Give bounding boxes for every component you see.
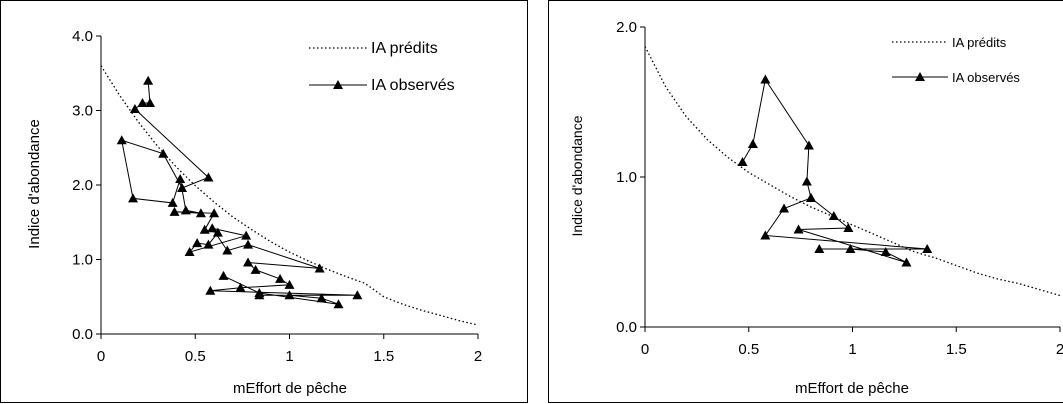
- data-point-triangle: [203, 172, 214, 182]
- legend-marker-triangle: [915, 72, 925, 81]
- data-point-triangle: [218, 270, 229, 280]
- x-tick-label: 1: [285, 348, 293, 365]
- data-point-triangle: [880, 247, 891, 256]
- x-axis-label: mEffort de pêche: [233, 380, 347, 397]
- y-tick-label: 0.0: [616, 319, 637, 336]
- data-point-triangle: [145, 98, 156, 108]
- data-point-triangle: [143, 75, 154, 85]
- legend-label-predits: IA prédits: [371, 40, 438, 57]
- legend-label-observes: IA observés: [371, 77, 455, 94]
- series-line-ia-observes: [742, 78, 928, 263]
- y-tick-label: 2.0: [616, 19, 637, 36]
- data-point-triangle: [207, 223, 218, 233]
- data-point-triangle: [760, 230, 771, 240]
- x-tick-label: 0: [641, 341, 649, 358]
- x-tick-label: 1: [848, 341, 856, 358]
- data-point-triangle: [158, 148, 169, 158]
- x-tick-label: 0.5: [738, 341, 759, 358]
- series-line-ia-predits: [100, 65, 479, 326]
- data-point-triangle: [922, 244, 933, 253]
- data-point-triangle: [180, 205, 191, 215]
- data-point-triangle: [793, 224, 804, 234]
- data-point-triangle: [137, 98, 148, 108]
- x-tick-label: 2: [474, 348, 482, 365]
- legend-marker-triangle: [333, 80, 343, 89]
- data-point-triangle: [205, 285, 216, 295]
- chart-panel-right: 0.0 1.0 2.0 0 0.5 1 1.5 2 mEffort de pêche Indi…: [548, 0, 1063, 403]
- data-point-triangle: [275, 273, 286, 283]
- y-axis-label: Indice d'abondance: [26, 119, 43, 249]
- data-point-triangle: [806, 193, 816, 202]
- data-point-triangle: [235, 282, 246, 292]
- x-tick-label: 1.5: [373, 348, 394, 365]
- data-point-triangle: [760, 74, 771, 84]
- x-tick-label: 1.5: [946, 341, 967, 358]
- y-tick-label: 0.0: [72, 326, 93, 343]
- data-point-triangle: [250, 264, 261, 274]
- data-point-triangle: [284, 279, 295, 289]
- data-point-triangle: [814, 244, 825, 253]
- legend-label-predits: IA prédits: [952, 35, 1007, 50]
- y-tick-label: 3.0: [72, 103, 93, 120]
- data-point-triangle: [333, 299, 344, 309]
- data-point-triangle: [845, 244, 856, 253]
- data-point-triangle: [284, 290, 295, 300]
- legend-label-observes: IA observés: [952, 70, 1020, 85]
- data-point-triangle: [803, 140, 814, 150]
- y-axis-label: Indice d'abondance: [569, 115, 585, 236]
- x-tick-label: 2: [1056, 341, 1063, 358]
- data-point-triangle: [212, 227, 223, 237]
- y-tick-label: 1.0: [616, 169, 637, 186]
- data-point-triangle: [241, 230, 252, 240]
- chart-panel-left: 0.0 1.0 2.0 3.0 4.0 0 0.5 1 1.5 2 mEffort de pêch…: [0, 0, 528, 403]
- data-point-triangle: [209, 208, 220, 218]
- data-point-triangle: [129, 104, 140, 114]
- data-point-triangle: [203, 239, 214, 249]
- chart-left: 0.0 1.0 2.0 3.0 4.0 0 0.5 1 1.5 2 mEffort de pêch…: [26, 28, 482, 397]
- data-point-triangle: [828, 211, 839, 220]
- data-point-triangle: [901, 257, 912, 267]
- chart-right: 0.0 1.0 2.0 0 0.5 1 1.5 2 mEffort de pêche Indi…: [569, 19, 1063, 397]
- data-point-triangle: [801, 176, 812, 186]
- data-point-triangle: [177, 182, 188, 192]
- data-point-triangle: [128, 193, 139, 203]
- data-point-triangle: [184, 247, 195, 257]
- data-point-triangle: [779, 203, 790, 213]
- data-point-triangle: [199, 224, 210, 234]
- data-point-triangle: [843, 223, 854, 232]
- data-point-triangle: [243, 239, 254, 249]
- data-point-triangle: [316, 293, 327, 303]
- data-point-triangle: [195, 208, 206, 218]
- y-tick-label: 4.0: [72, 28, 93, 45]
- x-tick-label: 0.5: [185, 348, 206, 365]
- y-tick-label: 1.0: [72, 252, 93, 269]
- data-point-triangle: [314, 263, 325, 273]
- data-point-triangle: [175, 174, 186, 184]
- y-tick-label: 2.0: [72, 177, 93, 194]
- data-point-triangle: [737, 157, 748, 166]
- x-axis-label: mEffort de pêche: [795, 380, 909, 397]
- data-point-triangle: [243, 257, 254, 267]
- series-line-ia-observes: [121, 80, 358, 305]
- data-point-triangle: [116, 135, 127, 145]
- data-point-triangle: [254, 288, 265, 298]
- data-point-triangle: [222, 245, 233, 255]
- x-tick-label: 0: [97, 348, 105, 365]
- data-point-triangle: [352, 290, 363, 300]
- data-point-triangle: [167, 197, 178, 207]
- data-point-triangle: [747, 139, 758, 148]
- data-point-triangle: [169, 206, 180, 216]
- data-point-triangle: [192, 238, 203, 248]
